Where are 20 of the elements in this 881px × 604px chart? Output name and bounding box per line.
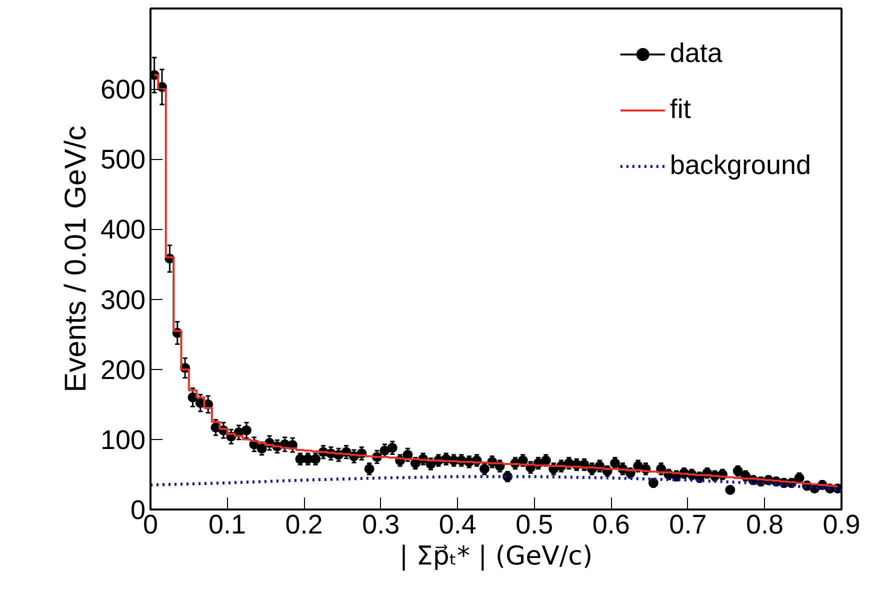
- y-tick-label: 600: [100, 74, 146, 105]
- legend-label: data: [670, 38, 722, 69]
- y-axis-title: Events / 0.01 GeV/c: [59, 126, 92, 392]
- x-tick-label: 0.7: [669, 510, 707, 540]
- y-tick-label: 100: [100, 424, 146, 455]
- x-tick-label: 0.9: [822, 510, 860, 540]
- x-tick-label: 0.1: [208, 510, 246, 540]
- y-tick-label: 400: [100, 214, 146, 245]
- y-tick-label: 300: [100, 284, 146, 315]
- legend-label: fit: [670, 94, 691, 125]
- x-tick-label: 0.4: [438, 510, 476, 540]
- legend-label: background: [670, 150, 811, 181]
- y-tick-label: 500: [100, 144, 146, 175]
- x-tick-label: 0.8: [746, 510, 784, 540]
- x-axis-title: | Σp⃗ₜ* | (GeV/c): [399, 542, 593, 572]
- x-tick-label: 0.3: [362, 510, 400, 540]
- y-tick-label: 200: [100, 354, 146, 385]
- x-tick-label: 0.2: [285, 510, 323, 540]
- x-tick-label: 0.6: [592, 510, 630, 540]
- x-tick-label: 0.5: [516, 510, 554, 540]
